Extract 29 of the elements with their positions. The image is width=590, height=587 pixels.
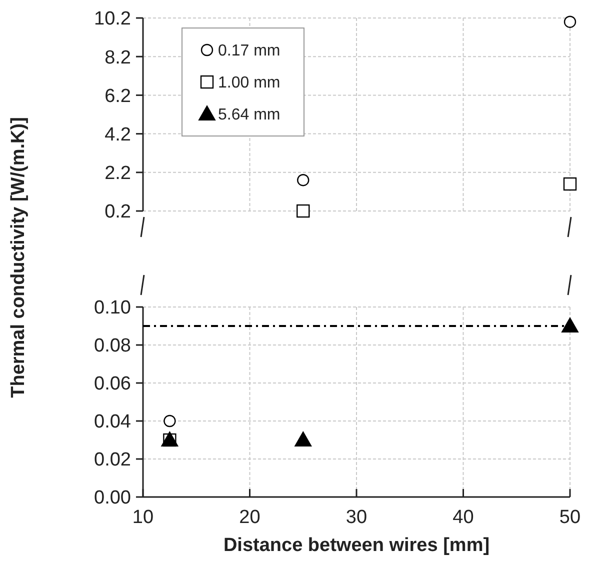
y-tick-label: 4.2: [104, 124, 131, 146]
y-tick-label: 0.2: [104, 202, 131, 223]
point: [562, 318, 578, 332]
legend-label: 5.64 mm: [218, 106, 280, 124]
legend-label: 0.17 mm: [218, 42, 280, 60]
y-tick-label: 0.04: [94, 412, 132, 433]
y-tick-label: 6.2: [104, 86, 131, 107]
y-tick-label: 8.2: [104, 47, 131, 68]
y-tick-label: 0.02: [94, 450, 131, 471]
y-tick-label: 0.00: [94, 488, 131, 509]
point: [563, 177, 577, 191]
x-tick-label: 50: [559, 507, 581, 528]
point: [294, 432, 312, 446]
point: [296, 204, 310, 218]
x-tick-label: 40: [452, 507, 474, 528]
y-tick-label: 10.2: [94, 8, 131, 30]
y-tick-label: 0.10: [94, 298, 131, 319]
x-tick-label: 30: [346, 507, 368, 528]
point: [564, 16, 576, 28]
y-tick-label: 0.08: [94, 336, 131, 357]
legend-label: 1.00 mm: [218, 74, 280, 92]
y-axis-title: Thermal conductivity [W/(m.K)]: [8, 117, 29, 398]
point: [164, 414, 176, 428]
x-axis-title: Distance between wires [mm]: [223, 535, 490, 556]
point: [297, 174, 310, 186]
y-tick-label: 0.06: [94, 374, 131, 395]
y-tick-label: 2.2: [104, 163, 131, 184]
x-tick-label: 10: [132, 507, 154, 528]
x-tick-label: 20: [239, 507, 260, 528]
